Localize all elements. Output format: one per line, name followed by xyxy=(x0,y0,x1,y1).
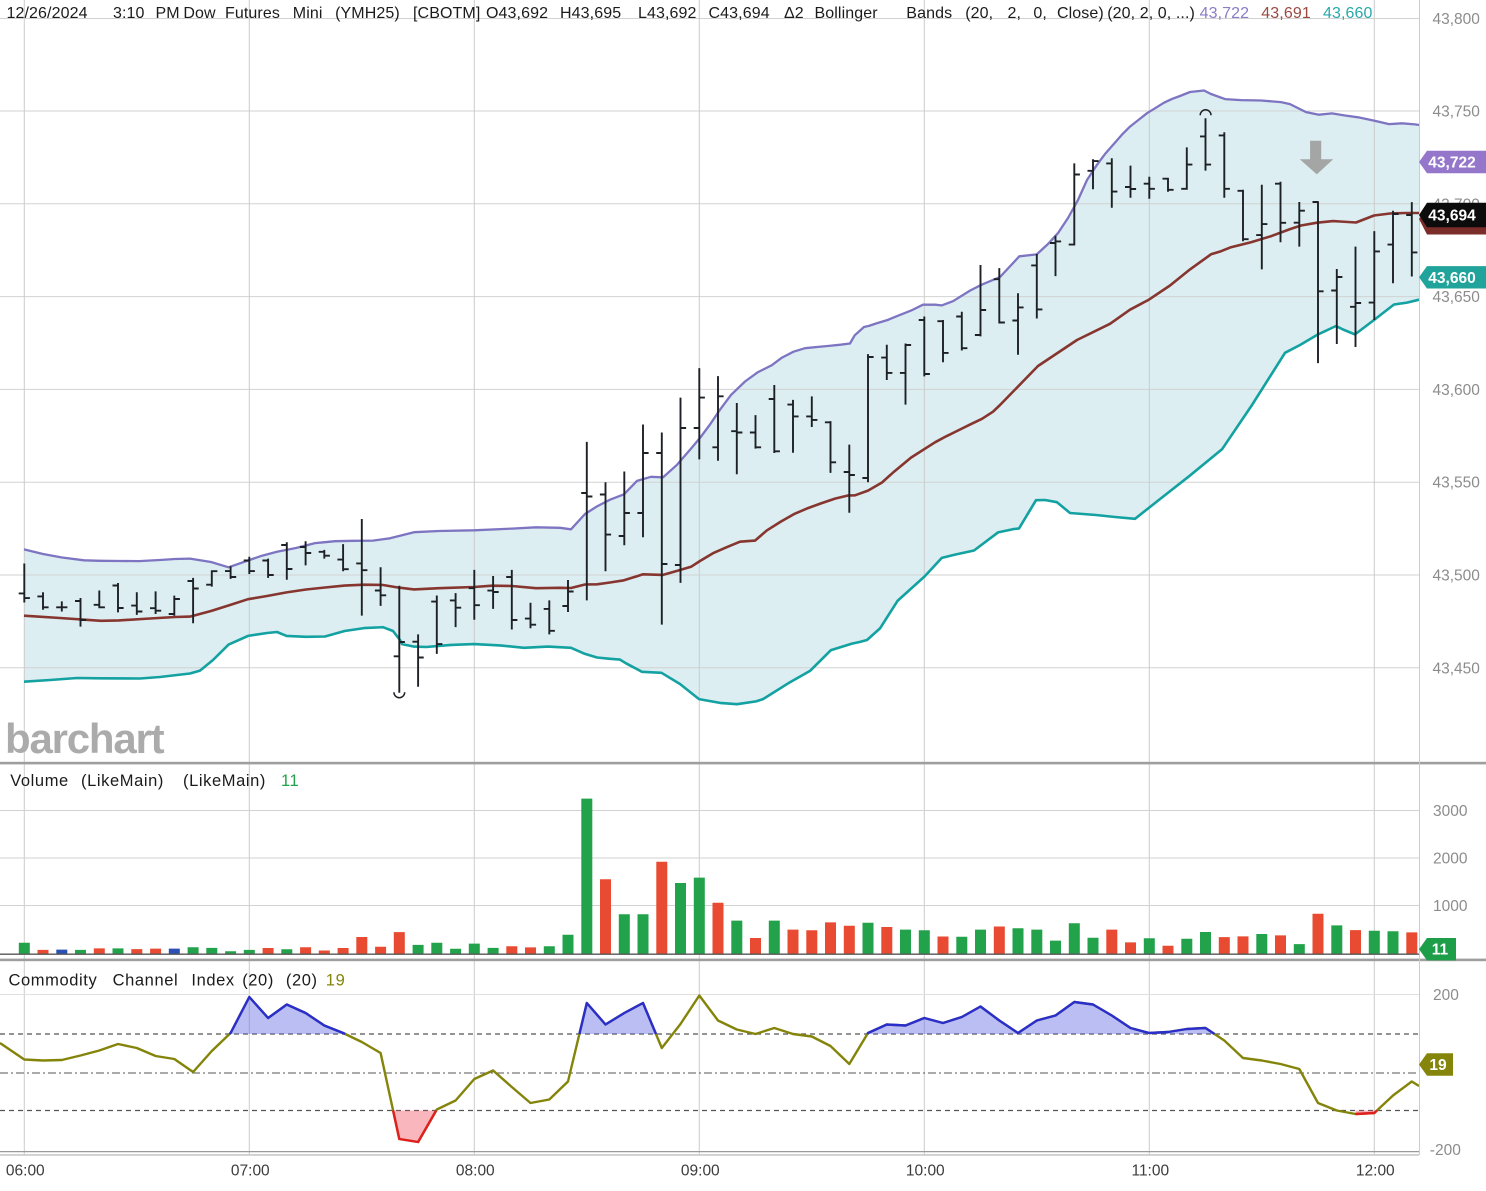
svg-text:10:00: 10:00 xyxy=(906,1163,945,1180)
svg-text:Futures: Futures xyxy=(225,5,280,22)
svg-text:43,722: 43,722 xyxy=(1200,5,1250,22)
svg-text:(LikeMain): (LikeMain) xyxy=(183,772,266,790)
svg-text:barchart: barchart xyxy=(5,715,165,762)
svg-text:Volume: Volume xyxy=(10,772,69,790)
svg-text:43,750: 43,750 xyxy=(1433,104,1481,121)
svg-text:2,: 2, xyxy=(1008,5,1022,22)
svg-text:(20): (20) xyxy=(286,972,318,990)
svg-text:43,660: 43,660 xyxy=(1428,270,1475,287)
svg-text:L43,692: L43,692 xyxy=(638,5,697,22)
svg-text:2000: 2000 xyxy=(1433,851,1468,868)
svg-text:Dow: Dow xyxy=(183,5,216,22)
svg-text:06:00: 06:00 xyxy=(6,1163,45,1180)
svg-text:1000: 1000 xyxy=(1433,898,1468,915)
svg-text:Commodity: Commodity xyxy=(9,972,98,990)
svg-text:43,550: 43,550 xyxy=(1433,475,1481,492)
svg-text:43,800: 43,800 xyxy=(1433,11,1481,28)
svg-text:Bollinger: Bollinger xyxy=(815,5,879,22)
svg-text:Close): Close) xyxy=(1057,5,1104,22)
svg-text:[CBOTM]: [CBOTM] xyxy=(413,5,480,22)
svg-text:(LikeMain): (LikeMain) xyxy=(81,772,164,790)
svg-text:Channel: Channel xyxy=(113,972,179,990)
svg-text:3000: 3000 xyxy=(1433,803,1468,820)
svg-text:09:00: 09:00 xyxy=(681,1163,720,1180)
svg-text:Δ2: Δ2 xyxy=(784,5,804,22)
svg-text:07:00: 07:00 xyxy=(231,1163,270,1180)
svg-text:43,450: 43,450 xyxy=(1433,660,1481,677)
svg-text:19: 19 xyxy=(326,972,346,990)
svg-text:43,660: 43,660 xyxy=(1323,5,1373,22)
svg-text:-200: -200 xyxy=(1430,1142,1461,1159)
svg-text:43,694: 43,694 xyxy=(1428,208,1476,225)
svg-text:11: 11 xyxy=(281,772,299,790)
svg-text:200: 200 xyxy=(1433,987,1459,1004)
svg-text:43,691: 43,691 xyxy=(1261,5,1311,22)
svg-text:43,722: 43,722 xyxy=(1428,155,1475,172)
svg-text:12:00: 12:00 xyxy=(1356,1163,1395,1180)
svg-text:0,: 0, xyxy=(1033,5,1047,22)
svg-text:43,600: 43,600 xyxy=(1433,382,1481,399)
svg-text:(20, 2, 0, ...): (20, 2, 0, ...) xyxy=(1107,5,1195,22)
svg-text:O43,692: O43,692 xyxy=(486,5,548,22)
svg-text:11:00: 11:00 xyxy=(1131,1163,1169,1180)
svg-text:C43,694: C43,694 xyxy=(709,5,770,22)
svg-text:(20): (20) xyxy=(242,972,274,990)
svg-text:Index: Index xyxy=(191,972,235,990)
svg-text:12/26/2024: 12/26/2024 xyxy=(7,5,88,22)
svg-text:08:00: 08:00 xyxy=(456,1163,495,1180)
svg-text:Bands: Bands xyxy=(906,5,952,22)
svg-text:43,650: 43,650 xyxy=(1433,289,1481,306)
svg-text:(20,: (20, xyxy=(965,5,993,22)
svg-text:43,500: 43,500 xyxy=(1433,568,1481,585)
svg-text:PM: PM xyxy=(156,5,180,22)
svg-text:H43,695: H43,695 xyxy=(560,5,621,22)
svg-text:Mini: Mini xyxy=(293,5,323,22)
svg-text:19: 19 xyxy=(1429,1057,1447,1074)
svg-text:(YMH25): (YMH25) xyxy=(335,5,400,22)
svg-text:11: 11 xyxy=(1432,942,1449,959)
svg-text:3:10: 3:10 xyxy=(113,5,145,22)
